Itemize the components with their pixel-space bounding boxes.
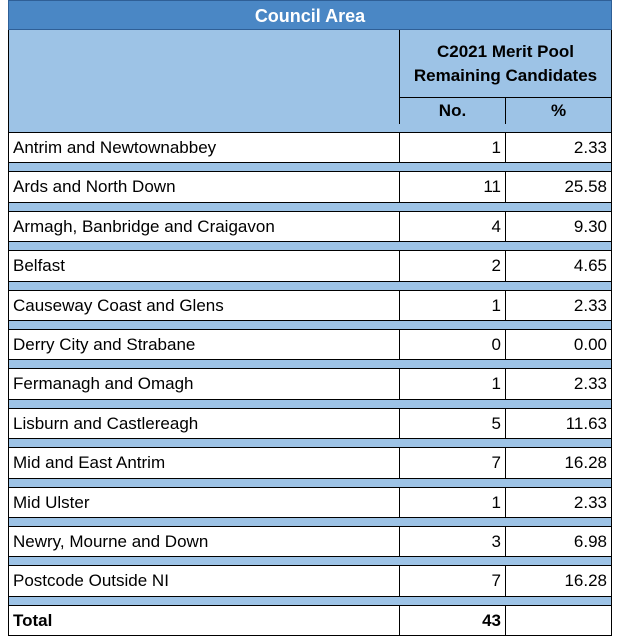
percent-cell: 2.33: [573, 138, 607, 157]
row-separator-band: [8, 281, 612, 290]
row-separator-band: [8, 360, 612, 369]
count-cell: 3: [400, 526, 506, 557]
count-cell: 1: [400, 290, 506, 320]
percent-cell: 6.98: [573, 531, 607, 551]
table-row: Belfast 2 4.65: [8, 242, 612, 282]
row-separator-band: [8, 124, 612, 132]
table-row: Ards and North Down 11 25.58: [8, 163, 612, 203]
row-separator-band: [8, 320, 612, 329]
percent-cell: 2.33: [573, 492, 607, 512]
council-name-cell: Mid Ulster: [9, 487, 400, 517]
table-title: Council Area: [8, 0, 612, 30]
count-cell: 2: [400, 251, 506, 281]
table-row: Causeway Coast and Glens 1 2.33: [8, 281, 612, 321]
council-name-cell: Mid and East Antrim: [9, 448, 400, 478]
percent-cell: 25.58: [564, 177, 607, 197]
total-row: Total 43: [8, 596, 612, 636]
percent-cell: 16.28: [564, 571, 607, 591]
merit-pool-header-line1: C2021 Merit Pool: [437, 41, 574, 61]
col-header-no: No.: [400, 98, 506, 124]
council-name-cell: Newry, Mourne and Down: [9, 526, 400, 557]
row-separator-band: [8, 517, 612, 526]
merit-pool-header-line2: Remaining Candidates: [413, 65, 598, 85]
row-separator-band: [8, 596, 612, 605]
council-name-cell: Total: [9, 605, 400, 636]
table-row: Derry City and Strabane 0 0.00: [8, 320, 612, 361]
council-name-cell: Derry City and Strabane: [9, 329, 400, 360]
percent-cell: 11.63: [565, 413, 607, 433]
percent-cell: 2.33: [573, 295, 607, 315]
count-cell: 1: [400, 369, 506, 399]
count-cell: 43: [400, 605, 506, 636]
count-cell: 0: [400, 329, 506, 360]
council-name-cell: Belfast: [9, 251, 400, 281]
row-separator-band: [8, 478, 612, 487]
merit-pool-header: C2021 Merit Pool Remaining Candidates: [400, 30, 611, 97]
council-name-cell: Armagh, Banbridge and Craigavon: [9, 211, 400, 242]
table-body: Antrim and Newtownabbey 1 2.33 Ards and Nor…: [8, 124, 612, 636]
percent-cell: 2.33: [573, 374, 607, 394]
count-cell: 4: [400, 211, 506, 242]
name-column-header: [9, 30, 400, 124]
count-cell: 11: [400, 172, 506, 202]
council-name-cell: Lisburn and Castlereagh: [9, 408, 400, 439]
council-name-cell: Postcode Outside NI: [9, 566, 400, 596]
table-row: Armagh, Banbridge and Craigavon 4 9.30: [8, 202, 612, 243]
col-header-pct: %: [550, 101, 567, 120]
council-area-table: Council Area C2021 Merit Pool Remaining …: [8, 0, 612, 636]
table-row: Mid Ulster 1 2.33: [8, 478, 612, 518]
row-separator-band: [8, 399, 612, 408]
row-separator-band: [8, 163, 612, 172]
council-name-cell: Antrim and Newtownabbey: [9, 133, 400, 163]
row-separator-band: [8, 439, 612, 448]
percent-cell: 16.28: [564, 453, 607, 473]
council-name-cell: Ards and North Down: [9, 172, 400, 202]
count-cell: 1: [400, 487, 506, 517]
table-row: Lisburn and Castlereagh 5 11.63: [8, 399, 612, 440]
percent-cell: 0.00: [573, 334, 607, 354]
row-separator-band: [8, 557, 612, 566]
count-cell: 1: [400, 133, 506, 163]
count-cell: 7: [400, 448, 506, 478]
table-row: Fermanagh and Omagh 1 2.33: [8, 360, 612, 400]
table-row: Antrim and Newtownabbey 1 2.33: [8, 124, 612, 164]
percent-cell: 4.65: [573, 256, 607, 276]
council-name-cell: Causeway Coast and Glens: [9, 290, 400, 320]
count-cell: 5: [400, 408, 506, 439]
row-separator-band: [8, 202, 612, 211]
council-name-cell: Fermanagh and Omagh: [9, 369, 400, 399]
table-row: Postcode Outside NI 7 16.28: [8, 557, 612, 597]
count-cell: 7: [400, 566, 506, 596]
table-header: C2021 Merit Pool Remaining Candidates No…: [8, 30, 612, 124]
table-row: Mid and East Antrim 7 16.28: [8, 439, 612, 479]
table-row: Newry, Mourne and Down 3 6.98: [8, 517, 612, 558]
percent-cell: 9.30: [573, 216, 607, 236]
row-separator-band: [8, 242, 612, 251]
